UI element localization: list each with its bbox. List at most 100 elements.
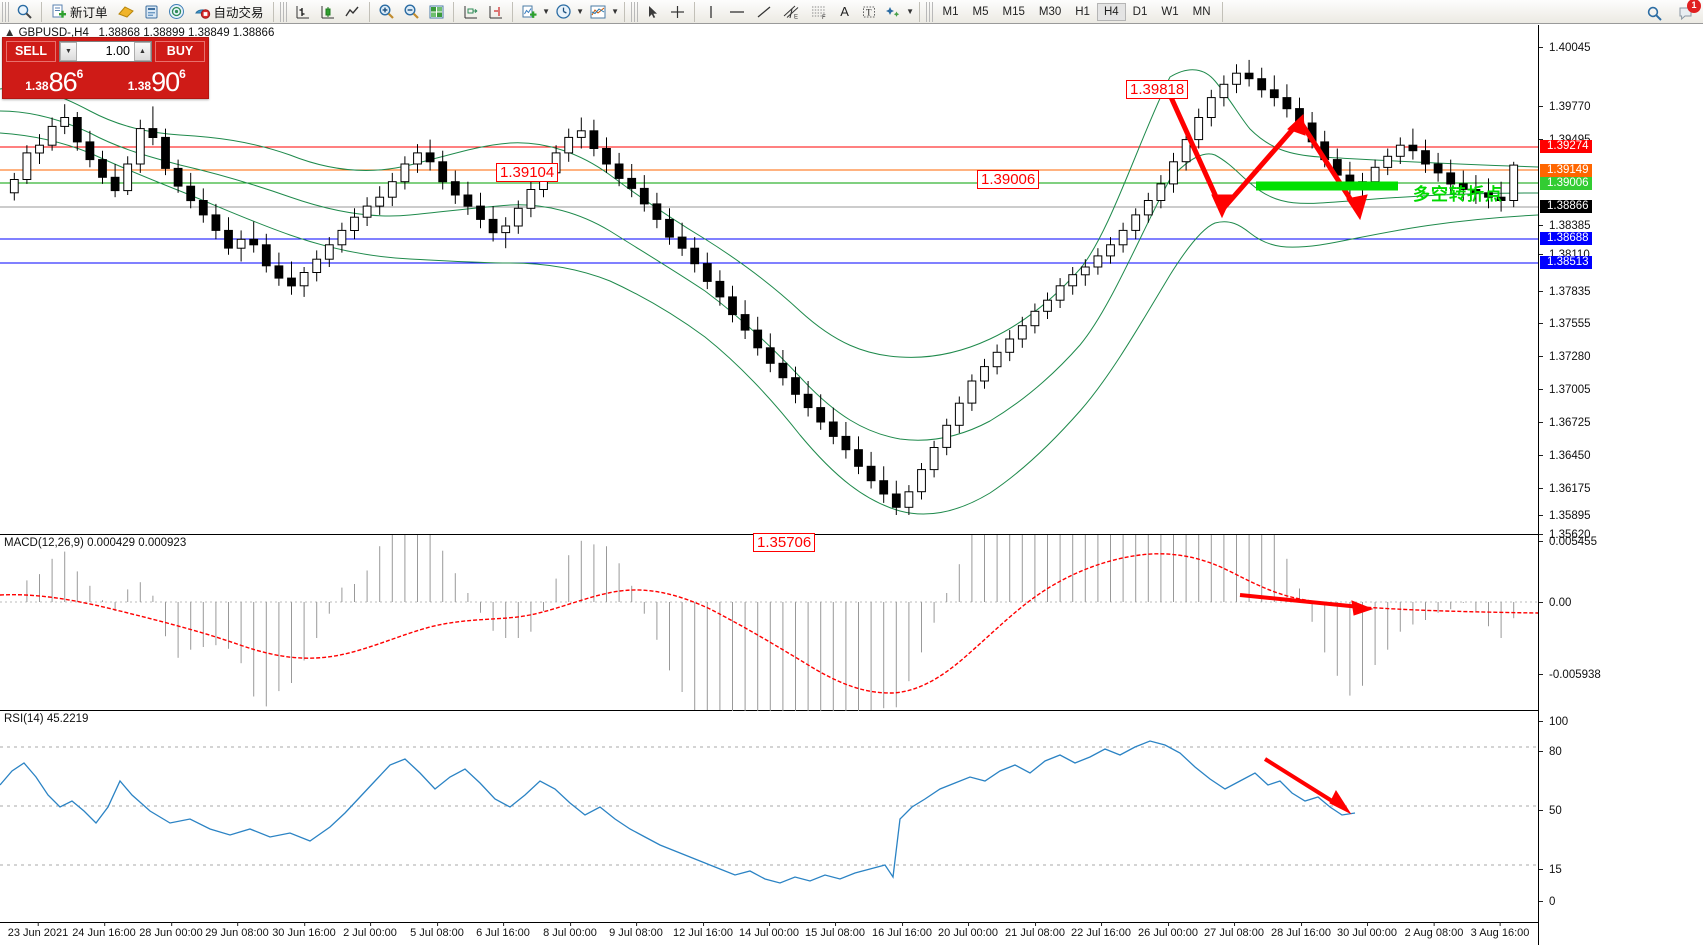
trend-arrow-annotations xyxy=(1167,93,1368,221)
chevron-down-icon[interactable]: ▼ xyxy=(906,7,914,16)
timeframe-m1[interactable]: M1 xyxy=(942,5,959,18)
annotation-turning-point[interactable]: 多空转折点 xyxy=(1413,185,1503,204)
toolbar-separator xyxy=(452,1,454,22)
ask-price-button[interactable]: 1.38 90 6 xyxy=(106,64,207,97)
toolbar-grip[interactable] xyxy=(925,1,934,22)
text-label-icon[interactable]: T xyxy=(857,1,881,23)
indicators-icon[interactable] xyxy=(517,1,542,23)
timeframe-w1[interactable]: W1 xyxy=(1161,5,1179,18)
timeframe-h1[interactable]: H1 xyxy=(1075,5,1090,18)
time-tick: 12 Jul 16:00 xyxy=(673,922,733,939)
zoom-in-icon[interactable] xyxy=(374,1,399,23)
price-tag-last-price: 1.38866 xyxy=(1540,200,1592,213)
toolbar-grip[interactable] xyxy=(2,1,10,22)
timeframe-h4[interactable]: H4 xyxy=(1096,2,1126,21)
rsi-panel-divider xyxy=(0,710,1538,711)
sell-button[interactable]: SELL xyxy=(6,40,56,62)
macd-indicator-label: MACD(12,26,9) 0.000429 0.000923 xyxy=(4,537,187,549)
timeframe-m30[interactable]: M30 xyxy=(1038,5,1062,18)
price-tag-pivot: 1.39006 xyxy=(1540,177,1592,190)
search-icon[interactable] xyxy=(1642,2,1667,24)
bar-chart-icon[interactable] xyxy=(290,1,315,23)
auto-scroll-icon[interactable] xyxy=(458,1,483,23)
volume-value[interactable]: 1.00 xyxy=(105,43,130,58)
trade-panel-quotes: 1.38 86 6 1.38 90 6 xyxy=(3,64,208,98)
price-chart-canvas[interactable] xyxy=(0,25,1538,921)
fibonacci-icon[interactable]: F xyxy=(805,1,833,23)
trade-panel-controls: SELL ▼ 1.00 ▲ BUY xyxy=(3,38,208,64)
objects-icon[interactable] xyxy=(881,1,906,23)
toolbar-grip[interactable] xyxy=(630,1,639,22)
bid-price-prefix: 1.38 xyxy=(25,79,49,93)
timeframe-m15[interactable]: M15 xyxy=(1002,5,1025,18)
macd-histogram xyxy=(26,535,1515,711)
time-tick: 14 Jul 00:00 xyxy=(739,922,799,939)
rsi-chart-canvas[interactable] xyxy=(0,711,1538,921)
notification-count: 1 xyxy=(1687,0,1701,13)
new-order-button[interactable]: 新订单 xyxy=(46,1,113,23)
tile-windows-icon[interactable] xyxy=(424,1,449,23)
timeframe-d1[interactable]: D1 xyxy=(1132,5,1148,18)
toolbar-separator xyxy=(918,1,920,22)
toolbar-separator xyxy=(272,1,274,22)
history-icon[interactable] xyxy=(113,1,139,23)
period-icon[interactable] xyxy=(551,1,576,23)
chevron-down-icon[interactable]: ▼ xyxy=(611,7,619,16)
rsi-indicator-label: RSI(14) 45.2219 xyxy=(4,713,89,725)
time-axis: 23 Jun 2021 24 Jun 16:00 28 Jun 00:00 29 Ju… xyxy=(0,922,1538,944)
annotation-low-1-35706[interactable]: 1.35706 xyxy=(753,533,816,552)
time-tick: 29 Jun 08:00 xyxy=(205,922,269,939)
chart-window[interactable]: ▲ GBPUSD-,H4 1.38868 1.38899 1.38849 1.3… xyxy=(0,24,1703,945)
annotation-pivot-1-39006[interactable]: 1.39006 xyxy=(977,170,1040,189)
price-scale[interactable]: 1.40045 1.39770 1.39495 1.38385 1.38110 … xyxy=(1538,25,1703,945)
time-tick: 30 Jul 00:00 xyxy=(1337,922,1397,939)
volume-stepper[interactable]: ▼ 1.00 ▲ xyxy=(59,40,152,62)
vertical-line-icon[interactable] xyxy=(699,1,723,23)
volume-decrease-button[interactable]: ▼ xyxy=(60,41,77,61)
time-tick: 3 Aug 16:00 xyxy=(1470,922,1530,939)
text-icon[interactable]: A xyxy=(840,4,849,19)
zoom-tool-icon[interactable] xyxy=(12,1,37,23)
time-tick: 8 Jul 00:00 xyxy=(543,922,597,939)
annotation-resistance-1-39104[interactable]: 1.39104 xyxy=(496,163,559,182)
notification-icon[interactable]: 1 xyxy=(1673,0,1701,24)
price-tick: 1.37005 xyxy=(1539,384,1703,396)
time-tick: 2 Aug 08:00 xyxy=(1404,922,1464,939)
chevron-down-icon[interactable]: ▼ xyxy=(542,7,550,16)
rsi-tick: 50 xyxy=(1539,805,1703,817)
candlestick-chart-icon[interactable] xyxy=(315,1,340,23)
volume-increase-button[interactable]: ▲ xyxy=(134,41,151,61)
horizontal-line-icon[interactable] xyxy=(723,1,751,23)
annotation-high-1-39818[interactable]: 1.39818 xyxy=(1126,80,1189,99)
bid-price-button[interactable]: 1.38 86 6 xyxy=(4,64,105,97)
toolbar-grip[interactable] xyxy=(279,1,288,22)
line-chart-icon[interactable] xyxy=(340,1,365,23)
buy-button[interactable]: BUY xyxy=(155,40,205,62)
chart-shift-icon[interactable] xyxy=(483,1,508,23)
chart-symbol-label: GBPUSD-,H4 xyxy=(18,27,89,39)
price-tick: 1.36450 xyxy=(1539,450,1703,462)
price-tick: 1.35895 xyxy=(1539,510,1703,522)
price-tick: 1.37555 xyxy=(1539,318,1703,330)
price-tick: 1.40045 xyxy=(1539,42,1703,54)
templates-icon[interactable] xyxy=(585,1,611,23)
bid-price-big: 86 xyxy=(48,67,78,97)
signals-icon[interactable] xyxy=(164,1,189,23)
chart-ohlc-values: 1.38868 1.38899 1.38849 1.38866 xyxy=(98,27,275,39)
cursor-icon[interactable] xyxy=(641,1,665,23)
main-toolbar: 新订单 自动交易 ▼ ▼ xyxy=(0,0,1703,24)
crosshair-icon[interactable] xyxy=(665,1,690,23)
timeframe-mn[interactable]: MN xyxy=(1192,5,1211,18)
auto-trading-button[interactable]: 自动交易 xyxy=(189,1,269,23)
trendline-icon[interactable] xyxy=(751,1,777,23)
zoom-out-icon[interactable] xyxy=(399,1,424,23)
rsi-tick: 100 xyxy=(1539,716,1703,728)
macd-chart-canvas[interactable] xyxy=(0,535,1538,711)
macd-tick: -0.005938 xyxy=(1539,669,1703,681)
data-window-icon[interactable] xyxy=(139,1,164,23)
equidistant-channel-icon[interactable]: E xyxy=(777,1,805,23)
timeframe-m5[interactable]: M5 xyxy=(972,5,989,18)
one-click-trading-panel[interactable]: SELL ▼ 1.00 ▲ BUY 1.38 86 6 1.38 90 6 xyxy=(2,37,209,99)
chevron-down-icon[interactable]: ▼ xyxy=(576,7,584,16)
time-tick: 16 Jul 16:00 xyxy=(872,922,932,939)
